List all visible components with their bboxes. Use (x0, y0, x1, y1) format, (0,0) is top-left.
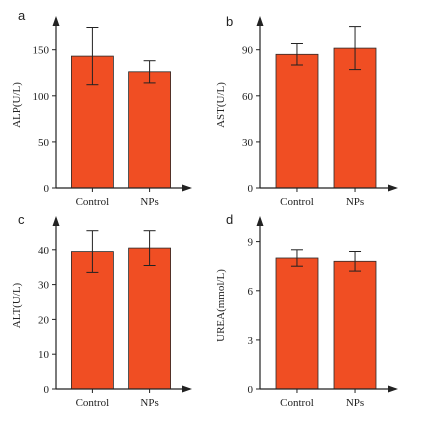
y-tick-label: 40 (38, 245, 50, 257)
y-tick-label: 9 (248, 237, 254, 249)
bar-nps (128, 71, 172, 189)
bar-nps (128, 247, 172, 390)
panel-label: b (226, 14, 233, 29)
y-axis-arrow (256, 216, 264, 226)
y-axis-arrow (52, 216, 60, 226)
y-tick-label: 0 (248, 384, 254, 396)
y-axis-label: AST(U/L) (215, 82, 227, 128)
x-axis-arrow (388, 385, 398, 393)
bar-nps (333, 260, 377, 390)
chart-panel-b: b Control NPs 0 30 60 90 AST(U/L) (215, 14, 398, 208)
x-tick-label: Control (76, 196, 110, 208)
x-tick-label: Control (76, 397, 110, 409)
chart-panel-c: c Control NPs 0 10 20 30 40 ALT(U/L) (11, 212, 192, 409)
y-tick-label: 0 (248, 183, 254, 195)
x-axis-arrow (388, 184, 398, 192)
y-tick-label: 0 (44, 384, 50, 396)
y-tick-label: 30 (38, 280, 50, 292)
chart-panel-a: a Control NPs 0 50 100 150 ALP(U/L) (11, 8, 192, 208)
y-tick-label: 10 (38, 349, 50, 361)
y-tick-label: 0 (44, 183, 50, 195)
y-axis-arrow (256, 16, 264, 26)
y-axis-arrow (52, 16, 60, 26)
panel-label: c (18, 212, 25, 227)
y-axis-label: UREA(mmol/L) (215, 269, 227, 342)
panel-label: d (226, 212, 233, 227)
y-tick-label: 6 (248, 286, 254, 298)
y-axis-label: ALT(U/L) (11, 282, 23, 328)
bar-control (275, 257, 319, 390)
x-tick-label: Control (280, 196, 314, 208)
y-tick-label: 30 (242, 137, 254, 149)
x-axis-arrow (182, 385, 192, 393)
y-tick-label: 50 (38, 137, 50, 149)
x-axis-arrow (182, 184, 192, 192)
y-tick-label: 100 (33, 91, 50, 103)
chart-panel-d: d Control NPs 0 3 6 9 UREA(mmol/L) (215, 212, 398, 409)
y-tick-label: 3 (248, 335, 254, 347)
x-tick-label: NPs (346, 397, 364, 409)
x-tick-label: NPs (140, 196, 158, 208)
panel-label: a (18, 8, 26, 23)
x-tick-label: NPs (140, 397, 158, 409)
y-tick-label: 20 (38, 314, 50, 326)
bar-control (275, 53, 319, 189)
x-tick-label: Control (280, 397, 314, 409)
y-tick-label: 60 (242, 91, 254, 103)
y-tick-label: 150 (33, 45, 50, 57)
x-tick-label: NPs (346, 196, 364, 208)
y-tick-label: 90 (242, 45, 254, 57)
y-axis-label: ALP(U/L) (11, 82, 23, 128)
